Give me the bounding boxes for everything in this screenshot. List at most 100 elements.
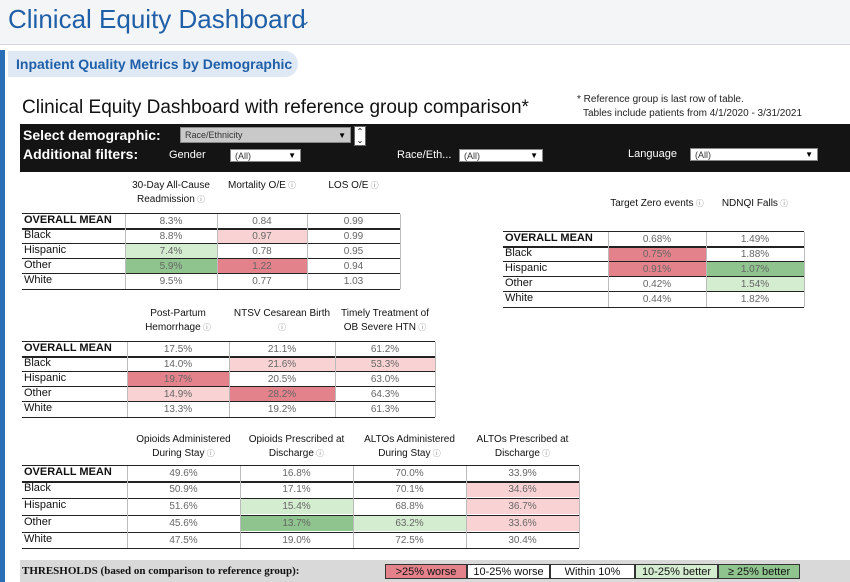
table1-cell: 0.84 xyxy=(252,216,272,227)
table4-cell: 13.7% xyxy=(240,516,353,531)
table4-cell: 34.6% xyxy=(466,482,579,497)
table2-cell: 1.07% xyxy=(706,262,804,277)
table2-header-1[interactable]: NDNQI Falls ⓘ xyxy=(706,197,804,211)
table3-header-1[interactable]: NTSV Cesarean Birth ⓘ xyxy=(229,307,335,335)
info-icon[interactable]: ⓘ xyxy=(368,181,379,190)
table2-row-label: Hispanic xyxy=(505,262,548,274)
table1-header-text-2: LOS O/E xyxy=(328,180,369,191)
table3-header-0[interactable]: Post-Partum Hemorrhage ⓘ xyxy=(127,307,229,335)
table4-cell: 33.9% xyxy=(508,468,537,479)
row-divider xyxy=(503,291,804,292)
info-icon[interactable]: ⓘ xyxy=(285,181,297,190)
dropdown-arrow-icon: ▼ xyxy=(805,150,813,159)
race-select[interactable]: (All) ▼ xyxy=(459,149,543,162)
table4-cell: 17.1% xyxy=(282,484,311,495)
table1-header-1[interactable]: Mortality O/E ⓘ xyxy=(217,179,307,193)
table3-cell: 21.1% xyxy=(267,344,297,355)
column-divider xyxy=(229,342,230,417)
chevron-up-icon[interactable]: ⌃ xyxy=(356,127,364,136)
column-divider xyxy=(608,232,609,307)
info-icon[interactable]: ⓘ xyxy=(416,323,427,332)
info-icon[interactable]: ⓘ xyxy=(278,323,286,332)
table3-row-label: White xyxy=(24,402,53,414)
table3-cell: 17.5% xyxy=(163,344,193,355)
row-divider xyxy=(22,386,435,387)
demographic-select[interactable]: Race/Ethnicity ▼ xyxy=(180,127,351,143)
dropdown-arrow-icon: ▼ xyxy=(338,131,346,140)
info-icon[interactable]: ⓘ xyxy=(200,323,211,332)
table1-cell: 0.95 xyxy=(343,246,364,257)
row-divider xyxy=(22,498,579,499)
column-divider xyxy=(125,214,126,289)
table4-header-3[interactable]: ALTOs Prescribed at Discharge ⓘ xyxy=(466,433,579,461)
table1-row-label: White xyxy=(24,274,53,286)
table1-cell: 1.22 xyxy=(217,259,307,274)
row-divider xyxy=(22,228,400,230)
table2-header-text-0: Target Zero events xyxy=(610,198,694,209)
table4-header-text-1: Opioids Prescribed at Discharge xyxy=(248,434,345,459)
table3-header-2[interactable]: Timely Treatment of OB Severe HTN ⓘ xyxy=(335,307,435,335)
table2-header-text-1: NDNQI Falls xyxy=(721,198,778,209)
table3-header-text-1: NTSV Cesarean Birth xyxy=(233,308,331,319)
table1-cell: 0.99 xyxy=(343,231,364,242)
race-select-value: (All) xyxy=(464,151,480,161)
table1-cell: 1.03 xyxy=(343,276,364,287)
demographic-stepper[interactable]: ⌃ ⌄ xyxy=(354,126,366,146)
column-divider xyxy=(400,214,401,289)
column-divider xyxy=(127,466,128,548)
row-divider xyxy=(22,289,400,290)
table1-cell: 0.94 xyxy=(343,261,364,272)
column-divider xyxy=(466,466,467,548)
info-icon[interactable]: ⓘ xyxy=(194,195,206,204)
table3-cell: 63.0% xyxy=(370,374,400,385)
table4-header-1[interactable]: Opioids Prescribed at Discharge ⓘ xyxy=(240,433,353,461)
table4-cell: 36.7% xyxy=(466,499,579,514)
table4-header-0[interactable]: Opioids Administered During Stay ⓘ xyxy=(127,433,240,461)
info-icon[interactable]: ⓘ xyxy=(204,449,215,458)
gender-select[interactable]: (All) ▼ xyxy=(230,149,301,162)
info-icon[interactable]: ⓘ xyxy=(693,199,704,208)
table4-cell: 50.9% xyxy=(169,484,198,495)
table1-cell: 0.77 xyxy=(252,276,272,287)
dropdown-arrow-icon: ▼ xyxy=(288,151,296,160)
table1-cell: 5.9% xyxy=(125,259,217,274)
table3-cell: 19.7% xyxy=(127,372,229,387)
table1-header-0[interactable]: 30-Day All-Cause Readmission ⓘ xyxy=(125,179,217,207)
additional-filters-label: Additional filters: xyxy=(23,146,139,162)
table2-row-label: Black xyxy=(505,247,532,259)
row-divider xyxy=(22,465,579,466)
column-divider xyxy=(353,466,354,548)
language-select[interactable]: (All) ▼ xyxy=(690,148,818,161)
table4-header-text-0: Opioids Administered During Stay xyxy=(136,434,231,459)
row-divider xyxy=(22,273,400,274)
table1-row-label: Black xyxy=(24,229,51,241)
section-tab[interactable]: Inpatient Quality Metrics by Demographic xyxy=(8,51,298,77)
table2-header-0[interactable]: Target Zero events ⓘ xyxy=(608,197,706,211)
dashboard-title[interactable]: Clinical Equity Dashboard xyxy=(8,4,306,34)
row-divider xyxy=(22,356,435,358)
table1-header-2[interactable]: LOS O/E ⓘ xyxy=(307,179,400,193)
page-heading: Clinical Equity Dashboard with reference… xyxy=(22,97,529,118)
table4-header-2[interactable]: ALTOs Administered During Stay ⓘ xyxy=(353,433,466,461)
row-divider xyxy=(22,417,435,418)
table1-cell: 0.99 xyxy=(343,216,364,227)
info-icon[interactable]: ⓘ xyxy=(430,449,441,458)
row-divider xyxy=(22,401,435,402)
row-divider xyxy=(503,231,804,232)
chevron-down-icon[interactable]: ⌄ xyxy=(299,12,311,28)
legend-within-10: Within 10% xyxy=(550,564,635,579)
chevron-down-icon[interactable]: ⌄ xyxy=(356,136,364,145)
table4-cell: 68.8% xyxy=(395,501,424,512)
table2-cell: 1.49% xyxy=(740,234,770,245)
info-icon[interactable]: ⓘ xyxy=(539,449,551,458)
info-icon[interactable]: ⓘ xyxy=(777,199,789,208)
row-divider xyxy=(22,532,579,533)
info-icon[interactable]: ⓘ xyxy=(313,449,325,458)
row-divider xyxy=(22,341,435,342)
column-divider xyxy=(307,214,308,289)
row-divider xyxy=(503,276,804,277)
table1-cell: 9.5% xyxy=(159,276,183,287)
row-divider xyxy=(22,213,400,214)
accent-bar xyxy=(0,50,5,582)
row-divider xyxy=(22,258,400,259)
